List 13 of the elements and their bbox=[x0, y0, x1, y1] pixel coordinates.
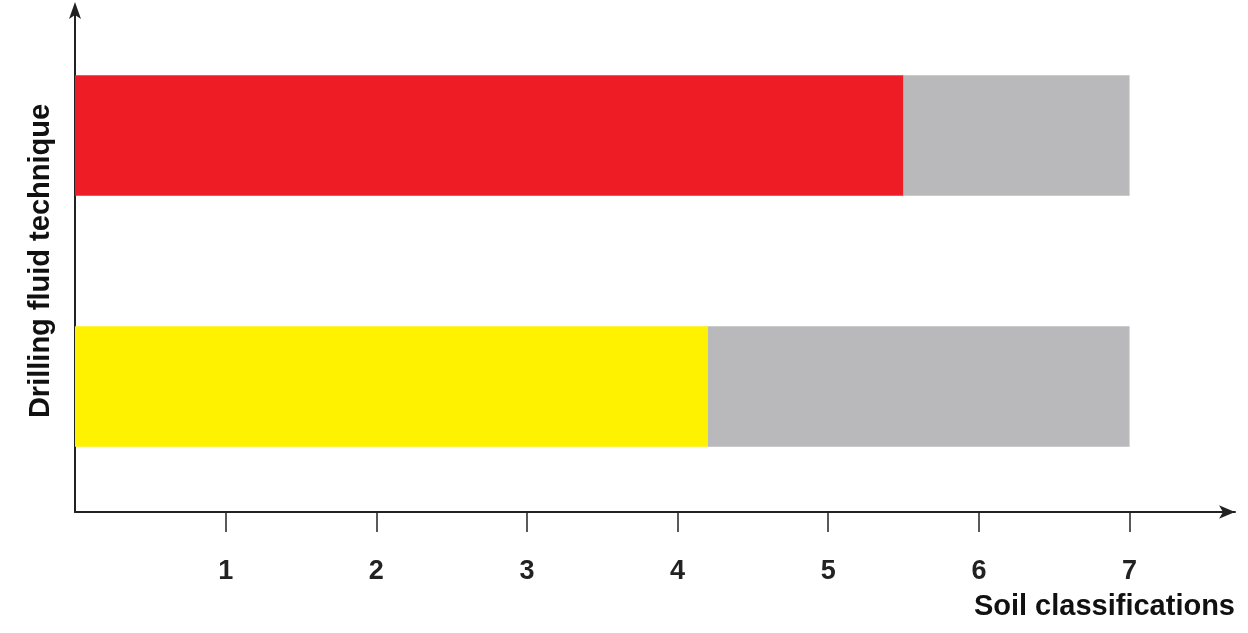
x-tick-label: 2 bbox=[368, 554, 384, 585]
bar bbox=[707, 326, 1130, 447]
x-tick-label: 1 bbox=[218, 554, 234, 585]
x-tick-label: 7 bbox=[1122, 554, 1138, 585]
bar bbox=[903, 75, 1130, 196]
y-axis-title: Drilling fluid technique bbox=[23, 103, 55, 419]
x-tick-label: 5 bbox=[820, 554, 836, 585]
x-axis-title: Soil classifications bbox=[973, 588, 1235, 621]
x-tick-label: 3 bbox=[519, 554, 535, 585]
bar bbox=[75, 326, 708, 447]
bar bbox=[75, 75, 904, 196]
x-tick-label: 6 bbox=[971, 554, 987, 585]
x-tick-label: 4 bbox=[670, 554, 686, 585]
